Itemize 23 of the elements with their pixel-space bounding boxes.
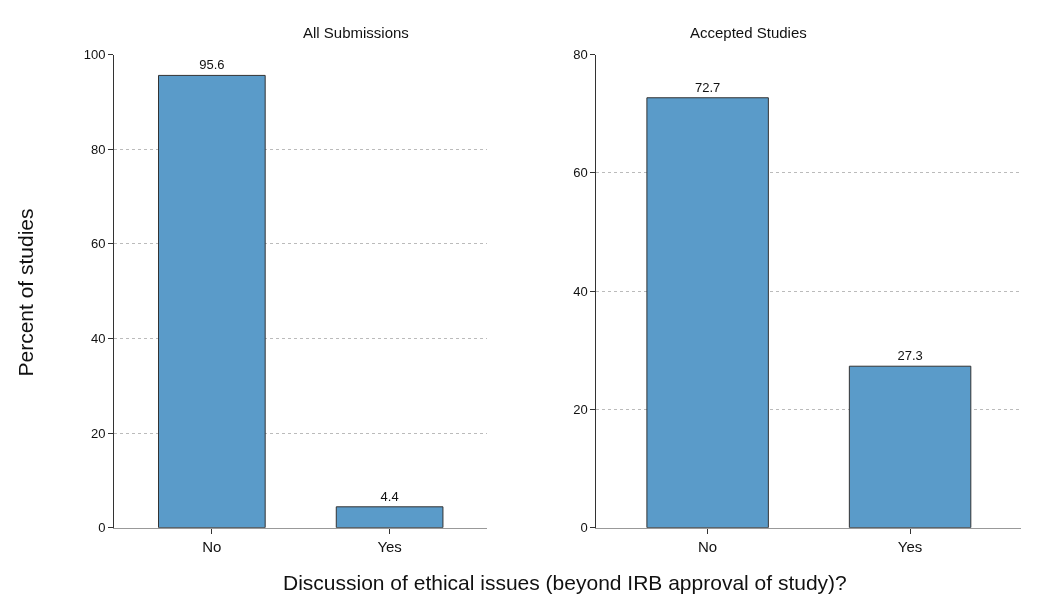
y-tick-label: 0 bbox=[98, 520, 106, 536]
chart-title: Accepted Studies bbox=[690, 24, 807, 41]
chart-title: All Submissions bbox=[303, 24, 409, 41]
y-tick-label: 60 bbox=[573, 165, 588, 181]
y-tick-label: 80 bbox=[573, 47, 588, 63]
x-tick-label: Yes bbox=[897, 537, 923, 555]
y-tick-label: 80 bbox=[91, 141, 106, 157]
data-label: 72.7 bbox=[694, 79, 721, 95]
y-tick-label: 20 bbox=[91, 425, 106, 441]
data-label: 95.6 bbox=[199, 57, 225, 73]
x-tick-label: Yes bbox=[377, 537, 402, 555]
x-tick-label: No bbox=[698, 537, 718, 555]
data-label: 27.3 bbox=[897, 348, 923, 364]
y-tick-label: 0 bbox=[580, 520, 588, 536]
y-tick-label: 40 bbox=[573, 283, 588, 299]
x-tick-label: No bbox=[202, 537, 222, 555]
data-label: 4.4 bbox=[380, 488, 399, 504]
y-tick-label: 100 bbox=[83, 47, 106, 63]
y-tick-label: 20 bbox=[573, 401, 588, 417]
y-axis-title: Percent of studies bbox=[14, 208, 38, 377]
x-axis-title: Discussion of ethical issues (beyond IRB approval of study)? bbox=[283, 571, 847, 594]
y-tick-label: 40 bbox=[91, 330, 106, 346]
y-tick-label: 60 bbox=[91, 236, 106, 252]
